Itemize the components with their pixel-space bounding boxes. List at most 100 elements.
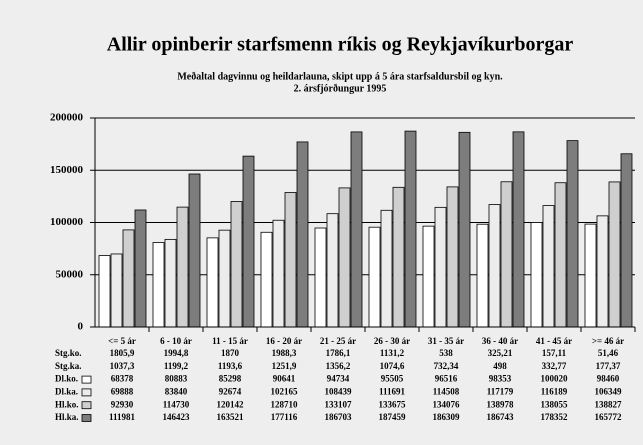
bar: [434, 206, 447, 328]
bar: [296, 141, 309, 328]
subtitle: Meðaltal dagvinnu og heildarlauna, skipt…: [177, 71, 503, 82]
table-cell: 102165: [271, 386, 299, 396]
row-label: Stg.ka.: [55, 361, 82, 371]
table-cell: 92930: [111, 399, 134, 409]
y-tick-label: 0: [78, 321, 84, 333]
y-tick-label: 50000: [56, 268, 84, 280]
table-cell: 186703: [325, 412, 353, 422]
bar: [338, 187, 351, 328]
bar: [230, 201, 243, 328]
y-tick-label: 150000: [50, 164, 84, 176]
bar: [392, 186, 405, 328]
table-cell: 732,34: [434, 361, 459, 371]
legend-label: Dl.ko.: [55, 374, 78, 384]
table-cell: 138827: [595, 399, 623, 409]
table-cell: 1994,8: [164, 348, 189, 358]
legend-label: Dl.ka.: [55, 386, 78, 396]
legend-label: Hl.ko.: [55, 399, 79, 409]
table-cell: 111691: [379, 386, 406, 396]
bar: [176, 206, 189, 328]
table-cell: 178352: [541, 412, 569, 422]
table-cell: 325,21: [488, 348, 513, 358]
x-tick-label: 41 - 45 ár: [536, 336, 572, 346]
bar: [326, 213, 339, 328]
bar: [446, 186, 459, 328]
bar: [608, 181, 621, 328]
bar: [368, 226, 381, 328]
table-cell: 1037,3: [110, 361, 135, 371]
table-cell: 186743: [487, 412, 515, 422]
y-tick-label: 100000: [50, 216, 84, 228]
bar: [476, 223, 489, 328]
table-cell: 138978: [487, 399, 515, 409]
table-cell: 68378: [111, 374, 134, 384]
bar: [134, 209, 147, 328]
bar: [164, 238, 177, 328]
x-tick-label: 36 - 40 ár: [482, 336, 518, 346]
bar: [218, 229, 231, 328]
legend-label: Hl.ka.: [55, 412, 79, 422]
table-cell: 186309: [433, 412, 461, 422]
table-cell: 90641: [273, 374, 296, 384]
table-cell: 1988,3: [272, 348, 297, 358]
table-cell: 98460: [597, 374, 620, 384]
table-cell: 96516: [435, 374, 458, 384]
table-cell: 98353: [489, 374, 512, 384]
bar: [620, 153, 633, 328]
table-cell: 80883: [165, 374, 188, 384]
bar: [542, 205, 555, 328]
table-cell: 100020: [541, 374, 569, 384]
x-tick-label: 31 - 35 ár: [428, 336, 464, 346]
bar: [380, 209, 393, 328]
bar: [554, 182, 567, 328]
chart-title: Allir opinberir starfsmenn ríkis og Reyk…: [107, 34, 574, 56]
subtitle: 2. ársfjórðungur 1995: [294, 83, 387, 94]
bar: [284, 192, 297, 328]
legend-swatch: [81, 414, 92, 422]
bar: [596, 215, 609, 328]
table-cell: 108439: [325, 386, 353, 396]
bar: [152, 242, 165, 328]
bar: [458, 131, 471, 328]
table-cell: 133107: [325, 399, 353, 409]
row-label: Stg.ko.: [55, 348, 82, 358]
y-tick-label: 200000: [50, 112, 84, 124]
bar: [500, 181, 513, 328]
bar: [188, 173, 201, 328]
table-cell: 133675: [379, 399, 407, 409]
table-cell: 538: [439, 348, 453, 358]
x-tick-label: 6 - 10 ár: [160, 336, 192, 346]
table-cell: 157,11: [542, 348, 567, 358]
table-cell: 117179: [487, 386, 514, 396]
bar: [584, 223, 597, 328]
bar: [350, 131, 363, 328]
table-cell: 163521: [217, 412, 245, 422]
table-cell: 128710: [271, 399, 299, 409]
table-cell: 1786,1: [326, 348, 351, 358]
table-cell: 95505: [381, 374, 404, 384]
table-cell: 1805,9: [110, 348, 135, 358]
bar: [260, 231, 273, 328]
legend-swatch: [81, 375, 92, 384]
bar: [512, 131, 525, 328]
table-cell: 114730: [163, 399, 190, 409]
table-cell: 165772: [595, 412, 623, 422]
table-cell: 120142: [217, 399, 245, 409]
table-cell: 146423: [163, 412, 191, 422]
table-cell: 1356,2: [326, 361, 351, 371]
bar: [272, 219, 285, 328]
table-cell: 1251,9: [272, 361, 297, 371]
bar: [206, 237, 219, 328]
table-cell: 177116: [271, 412, 298, 422]
bar: [110, 253, 123, 328]
table-cell: 111981: [109, 412, 136, 422]
x-tick-label: 16 - 20 ár: [266, 336, 302, 346]
table-cell: 92674: [219, 386, 242, 396]
legend-swatch: [81, 388, 92, 397]
legend-swatch: [81, 401, 92, 410]
table-cell: 138055: [541, 399, 569, 409]
table-cell: 116189: [541, 386, 568, 396]
table-cell: 1131,2: [380, 348, 405, 358]
bar: [488, 204, 501, 328]
